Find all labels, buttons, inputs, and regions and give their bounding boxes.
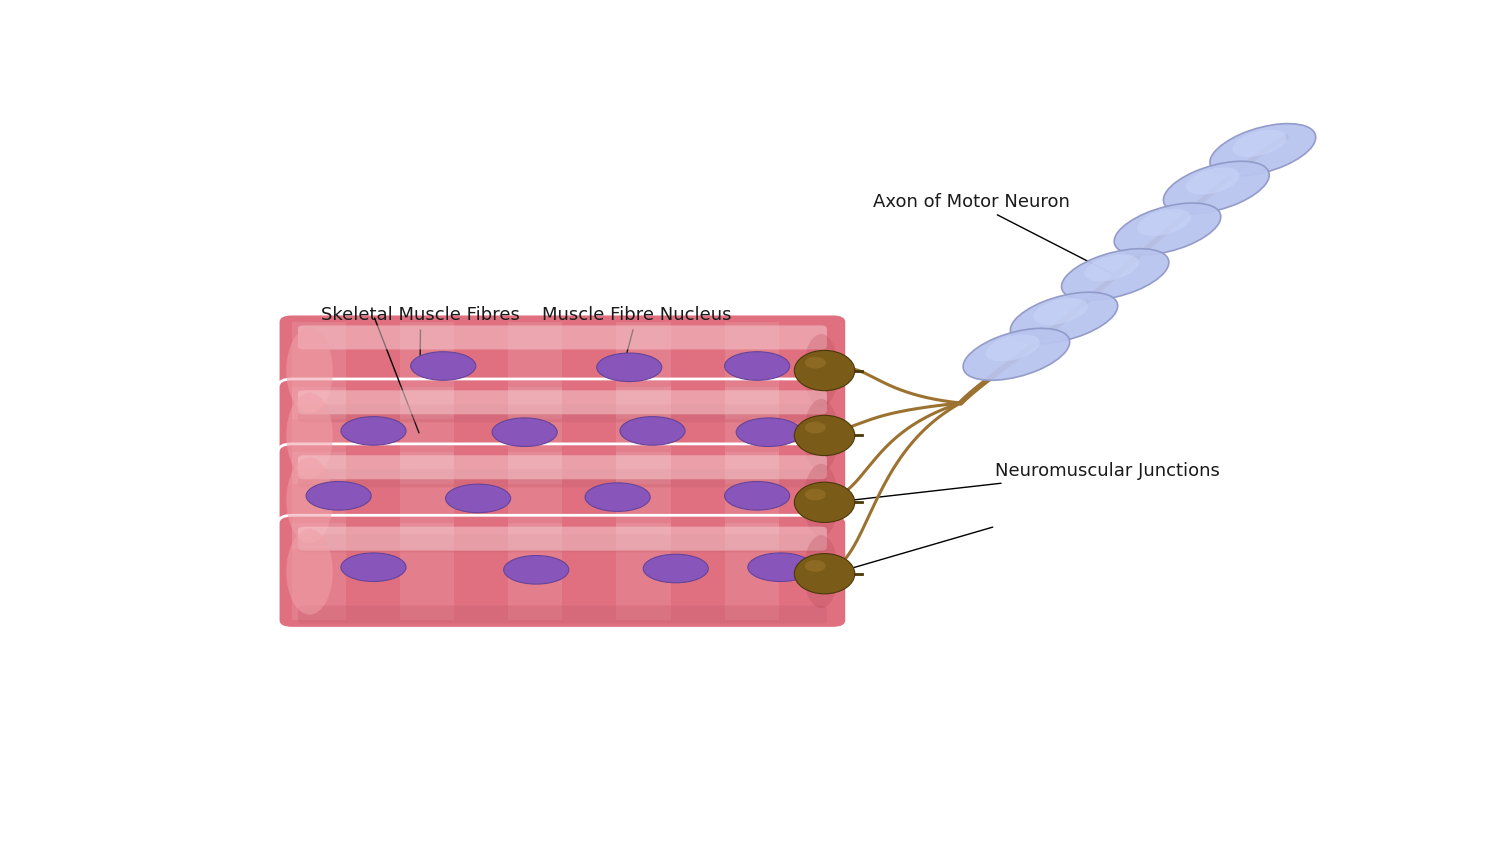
Ellipse shape xyxy=(804,399,838,472)
FancyBboxPatch shape xyxy=(298,470,826,487)
Bar xyxy=(616,322,670,419)
Ellipse shape xyxy=(306,481,370,510)
Bar xyxy=(509,523,562,620)
FancyBboxPatch shape xyxy=(298,527,826,550)
Ellipse shape xyxy=(411,352,476,380)
Text: Skeletal Muscle Fibres: Skeletal Muscle Fibres xyxy=(321,306,520,368)
FancyBboxPatch shape xyxy=(298,605,826,624)
Bar xyxy=(400,523,454,620)
Ellipse shape xyxy=(286,529,333,615)
Bar xyxy=(616,523,670,620)
Ellipse shape xyxy=(1210,124,1316,176)
Ellipse shape xyxy=(585,483,650,512)
Ellipse shape xyxy=(748,553,813,582)
FancyBboxPatch shape xyxy=(278,379,846,492)
Bar xyxy=(400,387,454,484)
Ellipse shape xyxy=(1137,209,1191,236)
Ellipse shape xyxy=(724,481,789,510)
Bar xyxy=(724,387,778,484)
Bar xyxy=(292,387,346,484)
Ellipse shape xyxy=(1062,249,1168,300)
Ellipse shape xyxy=(1084,255,1138,282)
FancyBboxPatch shape xyxy=(298,325,826,350)
FancyBboxPatch shape xyxy=(278,444,846,557)
Ellipse shape xyxy=(1034,298,1088,325)
Ellipse shape xyxy=(597,353,662,382)
Ellipse shape xyxy=(806,357,825,368)
Ellipse shape xyxy=(1233,130,1286,157)
FancyBboxPatch shape xyxy=(278,515,846,628)
Bar xyxy=(616,452,670,549)
Ellipse shape xyxy=(963,328,1070,380)
Bar xyxy=(292,322,346,419)
Bar xyxy=(400,452,454,549)
Ellipse shape xyxy=(795,351,855,390)
Ellipse shape xyxy=(1114,203,1221,255)
Ellipse shape xyxy=(795,482,855,523)
Ellipse shape xyxy=(986,335,1039,362)
Ellipse shape xyxy=(1011,293,1118,344)
Text: Muscle Fibre Nucleus: Muscle Fibre Nucleus xyxy=(542,306,732,363)
Ellipse shape xyxy=(620,416,686,445)
Ellipse shape xyxy=(795,554,855,593)
Bar xyxy=(724,523,778,620)
FancyBboxPatch shape xyxy=(298,455,826,480)
Ellipse shape xyxy=(804,464,838,537)
Ellipse shape xyxy=(286,458,333,543)
Bar xyxy=(509,452,562,549)
Text: Neuromuscular Junctions: Neuromuscular Junctions xyxy=(836,462,1221,502)
Bar xyxy=(724,322,778,419)
Ellipse shape xyxy=(644,554,708,583)
Ellipse shape xyxy=(806,560,825,572)
Bar xyxy=(616,387,670,484)
Ellipse shape xyxy=(1186,168,1239,195)
Ellipse shape xyxy=(736,418,801,447)
Ellipse shape xyxy=(340,553,406,582)
Ellipse shape xyxy=(1164,161,1269,214)
Text: Axon of Motor Neuron: Axon of Motor Neuron xyxy=(873,193,1114,275)
Ellipse shape xyxy=(795,416,855,455)
Bar xyxy=(724,452,778,549)
Ellipse shape xyxy=(804,334,838,407)
Ellipse shape xyxy=(340,416,406,445)
Bar xyxy=(400,322,454,419)
Ellipse shape xyxy=(724,352,789,380)
FancyBboxPatch shape xyxy=(298,534,826,552)
Ellipse shape xyxy=(804,535,838,609)
FancyBboxPatch shape xyxy=(278,314,846,427)
Ellipse shape xyxy=(286,328,333,413)
Ellipse shape xyxy=(806,422,825,433)
FancyBboxPatch shape xyxy=(298,405,826,422)
Ellipse shape xyxy=(286,393,333,478)
Ellipse shape xyxy=(492,418,556,447)
Ellipse shape xyxy=(504,556,568,584)
Bar xyxy=(509,387,562,484)
Bar xyxy=(509,322,562,419)
Bar xyxy=(292,523,346,620)
FancyBboxPatch shape xyxy=(298,390,826,415)
Ellipse shape xyxy=(806,489,825,501)
Bar xyxy=(292,452,346,549)
Ellipse shape xyxy=(446,484,510,513)
